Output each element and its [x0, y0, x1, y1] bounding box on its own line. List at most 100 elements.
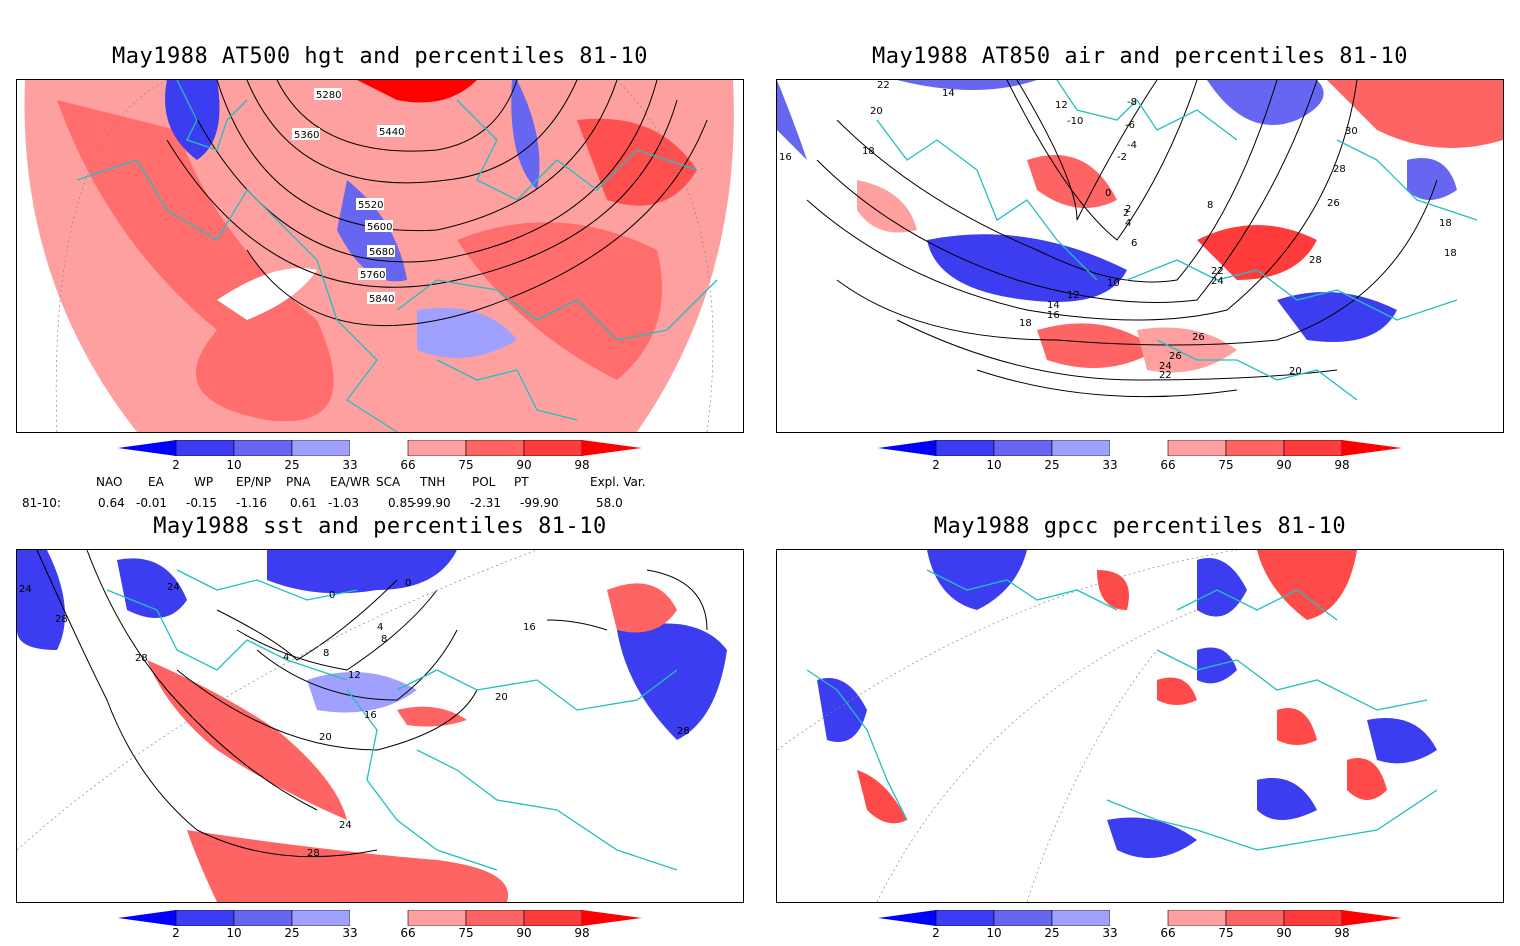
contour-label: 16 — [779, 152, 792, 163]
colorbar-air850: 2 10 25 33 66 75 90 98 — [878, 439, 1408, 476]
contour-label: 26 — [1192, 332, 1205, 343]
index-value: 0.61 — [290, 496, 317, 510]
colorbar-label: 2 — [172, 458, 180, 472]
contour-label: 16 — [523, 622, 536, 633]
contour-label: 20 — [870, 106, 883, 117]
colorbar-sst: 2 10 25 33 66 75 90 98 — [118, 909, 648, 946]
colorbar-gpcc: 2 10 25 33 66 75 90 98 — [878, 909, 1408, 946]
coastlines — [76, 80, 718, 432]
contour-label: 24 — [167, 582, 180, 593]
index-header: NAO — [96, 475, 123, 489]
contour-label: -4 — [1127, 140, 1137, 151]
contour-label: 12 — [348, 670, 361, 681]
colorbar-label: 66 — [400, 926, 416, 940]
contour-label: 16 — [1047, 310, 1060, 321]
index-value: -0.01 — [136, 496, 168, 510]
contour-label: 26 — [1169, 351, 1182, 362]
contour-label: 18 — [1439, 218, 1452, 229]
anomaly-shading-cold — [17, 550, 65, 650]
panel-title-hgt500: May1988 AT500 hgt and percentiles 81-10 — [111, 44, 649, 69]
contour-label: 24 — [1211, 276, 1224, 287]
colorbar-hgt500: 2 10 25 33 66 75 90 98 — [118, 439, 648, 476]
index-header: PNA — [286, 475, 311, 489]
colorbar-label: 25 — [284, 458, 300, 472]
colorbar-label: 2 — [932, 926, 940, 940]
coastlines — [806, 569, 1438, 851]
index-value: 0.64 — [98, 496, 125, 510]
contour-label: 24 — [1159, 361, 1172, 372]
contour-label: -2 — [1117, 152, 1127, 163]
colorbar-label: 75 — [458, 926, 474, 940]
colorbar-swatches — [118, 439, 642, 457]
colorbar-label: 66 — [400, 458, 416, 472]
contour-label: -6 — [1125, 120, 1135, 131]
colorbar-label: 66 — [1160, 926, 1176, 940]
contour-label: 28 — [1333, 164, 1346, 175]
index-value: -0.15 — [186, 496, 218, 510]
colorbar-label: 10 — [986, 458, 1002, 472]
contour-label: 4 — [377, 622, 383, 633]
colorbar-label: 75 — [1218, 926, 1234, 940]
contour-label: 22 — [877, 80, 890, 91]
index-header: EA/WR — [330, 475, 371, 489]
colorbar-label: 90 — [1276, 926, 1292, 940]
index-header: EA — [148, 475, 164, 489]
contour-label: 24 — [19, 584, 32, 595]
anomaly-shading-warm — [147, 660, 347, 820]
contour-label: 5680 — [369, 247, 394, 258]
anomaly-shading-cold — [927, 234, 1127, 302]
contour-label: 18 — [862, 146, 875, 157]
colorbar-swatches — [118, 909, 642, 927]
contour-label: 12 — [1055, 100, 1068, 111]
colorbar-label: 25 — [1044, 458, 1060, 472]
colorbar-label: 2 — [932, 458, 940, 472]
contour-label: 20 — [319, 732, 332, 743]
contour-label: 18 — [1444, 248, 1457, 259]
contour-label: 8 — [1207, 200, 1213, 211]
contour-label: 2 — [1123, 208, 1129, 219]
contour-label: 16 — [364, 710, 377, 721]
contour-label: 14 — [1047, 300, 1060, 311]
colorbar-label: 33 — [1102, 458, 1118, 472]
index-header: WP — [194, 475, 214, 489]
coastlines — [106, 569, 678, 871]
index-value: -99.90 — [412, 496, 451, 510]
index-header: PT — [514, 475, 529, 489]
index-header: TNH — [420, 475, 446, 489]
contour-label: 28 — [1309, 255, 1322, 266]
colorbar-label: 33 — [342, 926, 358, 940]
colorbar-swatches — [878, 439, 1402, 457]
index-value: -99.90 — [520, 496, 559, 510]
contour-label: 28 — [135, 653, 148, 664]
contour-label: 5440 — [379, 127, 404, 138]
contour-label: 4 — [1125, 218, 1131, 229]
contour-label: 28 — [307, 848, 320, 859]
index-value: 0.85 — [388, 496, 415, 510]
colorbar-label: 98 — [574, 458, 590, 472]
index-header: EP/NP — [236, 475, 272, 489]
index-value: -1.03 — [328, 496, 360, 510]
coastlines — [876, 80, 1478, 401]
contour-label: 14 — [942, 88, 955, 99]
contour-label: 8 — [323, 648, 329, 659]
contour-label: 2 — [1125, 204, 1131, 215]
anomaly-shading-warm — [1197, 225, 1317, 280]
contour-label: 22 — [1211, 266, 1224, 277]
contour-label: 20 — [495, 692, 508, 703]
anomaly-shading-cold — [817, 550, 1437, 858]
colorbar-label: 98 — [1334, 926, 1350, 940]
map-panel-air850: 22 14 12 -10 -8 -6 -4 -2 2 0 20 18 16 8 … — [776, 79, 1504, 433]
colorbar-label: 66 — [1160, 458, 1176, 472]
colorbar-label: 90 — [1276, 458, 1292, 472]
colorbar-label: 33 — [342, 458, 358, 472]
colorbar-label: 90 — [516, 926, 532, 940]
index-value: -1.16 — [236, 496, 268, 510]
index-header: Expl. Var. — [590, 475, 646, 489]
contour-label: 0 — [329, 590, 335, 601]
contour-label: 30 — [1345, 126, 1358, 137]
colorbar-label: 75 — [1218, 458, 1234, 472]
contour-label: 18 — [1019, 318, 1032, 329]
index-value: 58.0 — [596, 496, 623, 510]
contour-label: 22 — [1159, 370, 1172, 381]
contour-label: 5360 — [294, 130, 319, 141]
